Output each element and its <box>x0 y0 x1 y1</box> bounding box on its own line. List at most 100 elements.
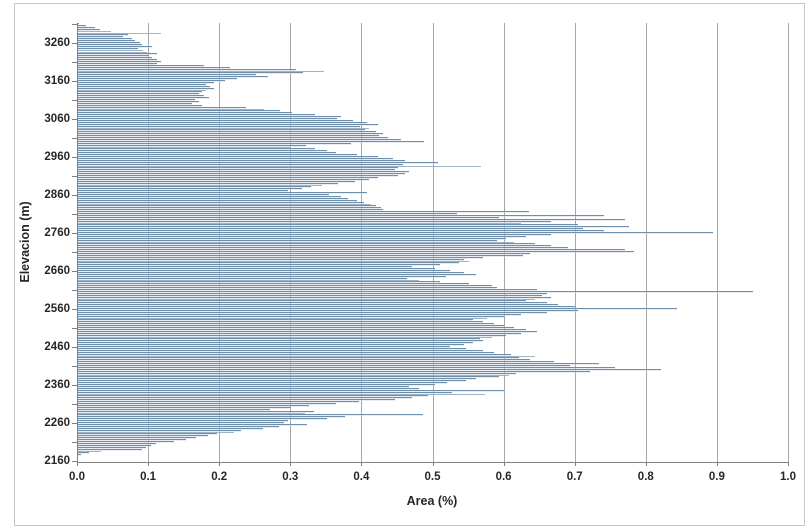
bar <box>77 99 196 101</box>
bar <box>77 224 578 227</box>
bar <box>77 97 210 99</box>
bar <box>77 100 199 103</box>
y-tick <box>72 81 77 82</box>
bar <box>77 91 203 94</box>
y-tick <box>72 195 77 196</box>
bar <box>77 232 713 234</box>
bar <box>77 401 360 404</box>
y-tick <box>72 347 77 348</box>
bar <box>77 399 395 402</box>
bar <box>77 311 547 314</box>
bar <box>77 425 279 428</box>
y-tick-label: 2860 <box>44 188 70 201</box>
bar <box>77 359 530 362</box>
y-tick <box>72 24 77 25</box>
bar <box>77 241 514 244</box>
y-tick-label: 2760 <box>44 226 70 239</box>
bar <box>77 146 291 149</box>
bar <box>77 116 342 118</box>
bar <box>77 391 452 394</box>
bar <box>77 442 156 445</box>
y-tick <box>72 233 77 234</box>
bar <box>77 309 578 312</box>
bar <box>77 321 483 324</box>
bar <box>77 315 505 318</box>
bar <box>77 412 306 415</box>
x-tick-label: 1.0 <box>780 471 796 483</box>
bar <box>77 118 338 120</box>
bar <box>77 258 464 261</box>
y-tick <box>72 328 77 329</box>
bar <box>77 441 175 443</box>
bar <box>77 188 303 191</box>
bar <box>77 302 547 305</box>
y-axis-line <box>77 23 78 462</box>
bar <box>77 228 583 231</box>
bar <box>77 420 289 423</box>
gridline <box>574 23 576 462</box>
bar <box>77 446 146 449</box>
y-tick <box>72 461 77 462</box>
bar <box>77 439 187 442</box>
y-tick <box>72 366 77 367</box>
y-tick <box>72 442 77 443</box>
bar <box>77 78 237 80</box>
bar <box>77 184 322 187</box>
bar <box>77 289 538 291</box>
x-tick <box>148 462 149 466</box>
bar <box>77 157 393 160</box>
bar <box>77 254 523 257</box>
bar <box>77 245 552 248</box>
bar <box>77 292 547 295</box>
bar <box>77 300 526 303</box>
bar <box>77 123 379 126</box>
y-tick <box>72 43 77 44</box>
bar <box>77 374 509 377</box>
y-tick <box>72 119 77 120</box>
bar <box>77 252 530 255</box>
bar <box>77 125 360 128</box>
bar <box>77 159 405 162</box>
bar <box>77 66 230 69</box>
bar <box>77 57 153 60</box>
bar <box>77 26 95 29</box>
bar <box>77 243 535 246</box>
y-tick <box>72 214 77 215</box>
bar <box>77 154 358 157</box>
bar <box>77 230 604 233</box>
bar <box>77 156 379 158</box>
bar <box>77 119 353 122</box>
bar <box>77 93 199 96</box>
bar <box>77 85 210 88</box>
bar <box>77 138 402 141</box>
x-tick <box>77 462 78 466</box>
bar <box>77 76 268 79</box>
bar <box>77 328 526 331</box>
y-tick-label: 2160 <box>44 455 70 468</box>
bar <box>77 330 538 333</box>
bar <box>77 368 661 371</box>
bar <box>77 64 204 67</box>
bar <box>77 104 203 107</box>
bar <box>77 370 590 373</box>
x-tick <box>575 462 576 466</box>
bar <box>77 80 225 82</box>
bar <box>77 239 498 242</box>
bar <box>77 34 129 37</box>
bar <box>77 211 530 214</box>
x-tick-label: 0.4 <box>353 471 370 483</box>
bar <box>77 163 404 166</box>
y-tick <box>72 157 77 158</box>
bar <box>77 404 310 407</box>
bar <box>77 47 139 50</box>
bar <box>77 290 754 293</box>
x-tick <box>290 462 291 466</box>
bar <box>77 277 407 280</box>
y-tick-label: 2960 <box>44 150 70 163</box>
bar <box>77 275 446 278</box>
bar <box>77 28 100 31</box>
bar <box>77 140 424 143</box>
bar <box>77 68 296 71</box>
bar <box>77 448 142 451</box>
